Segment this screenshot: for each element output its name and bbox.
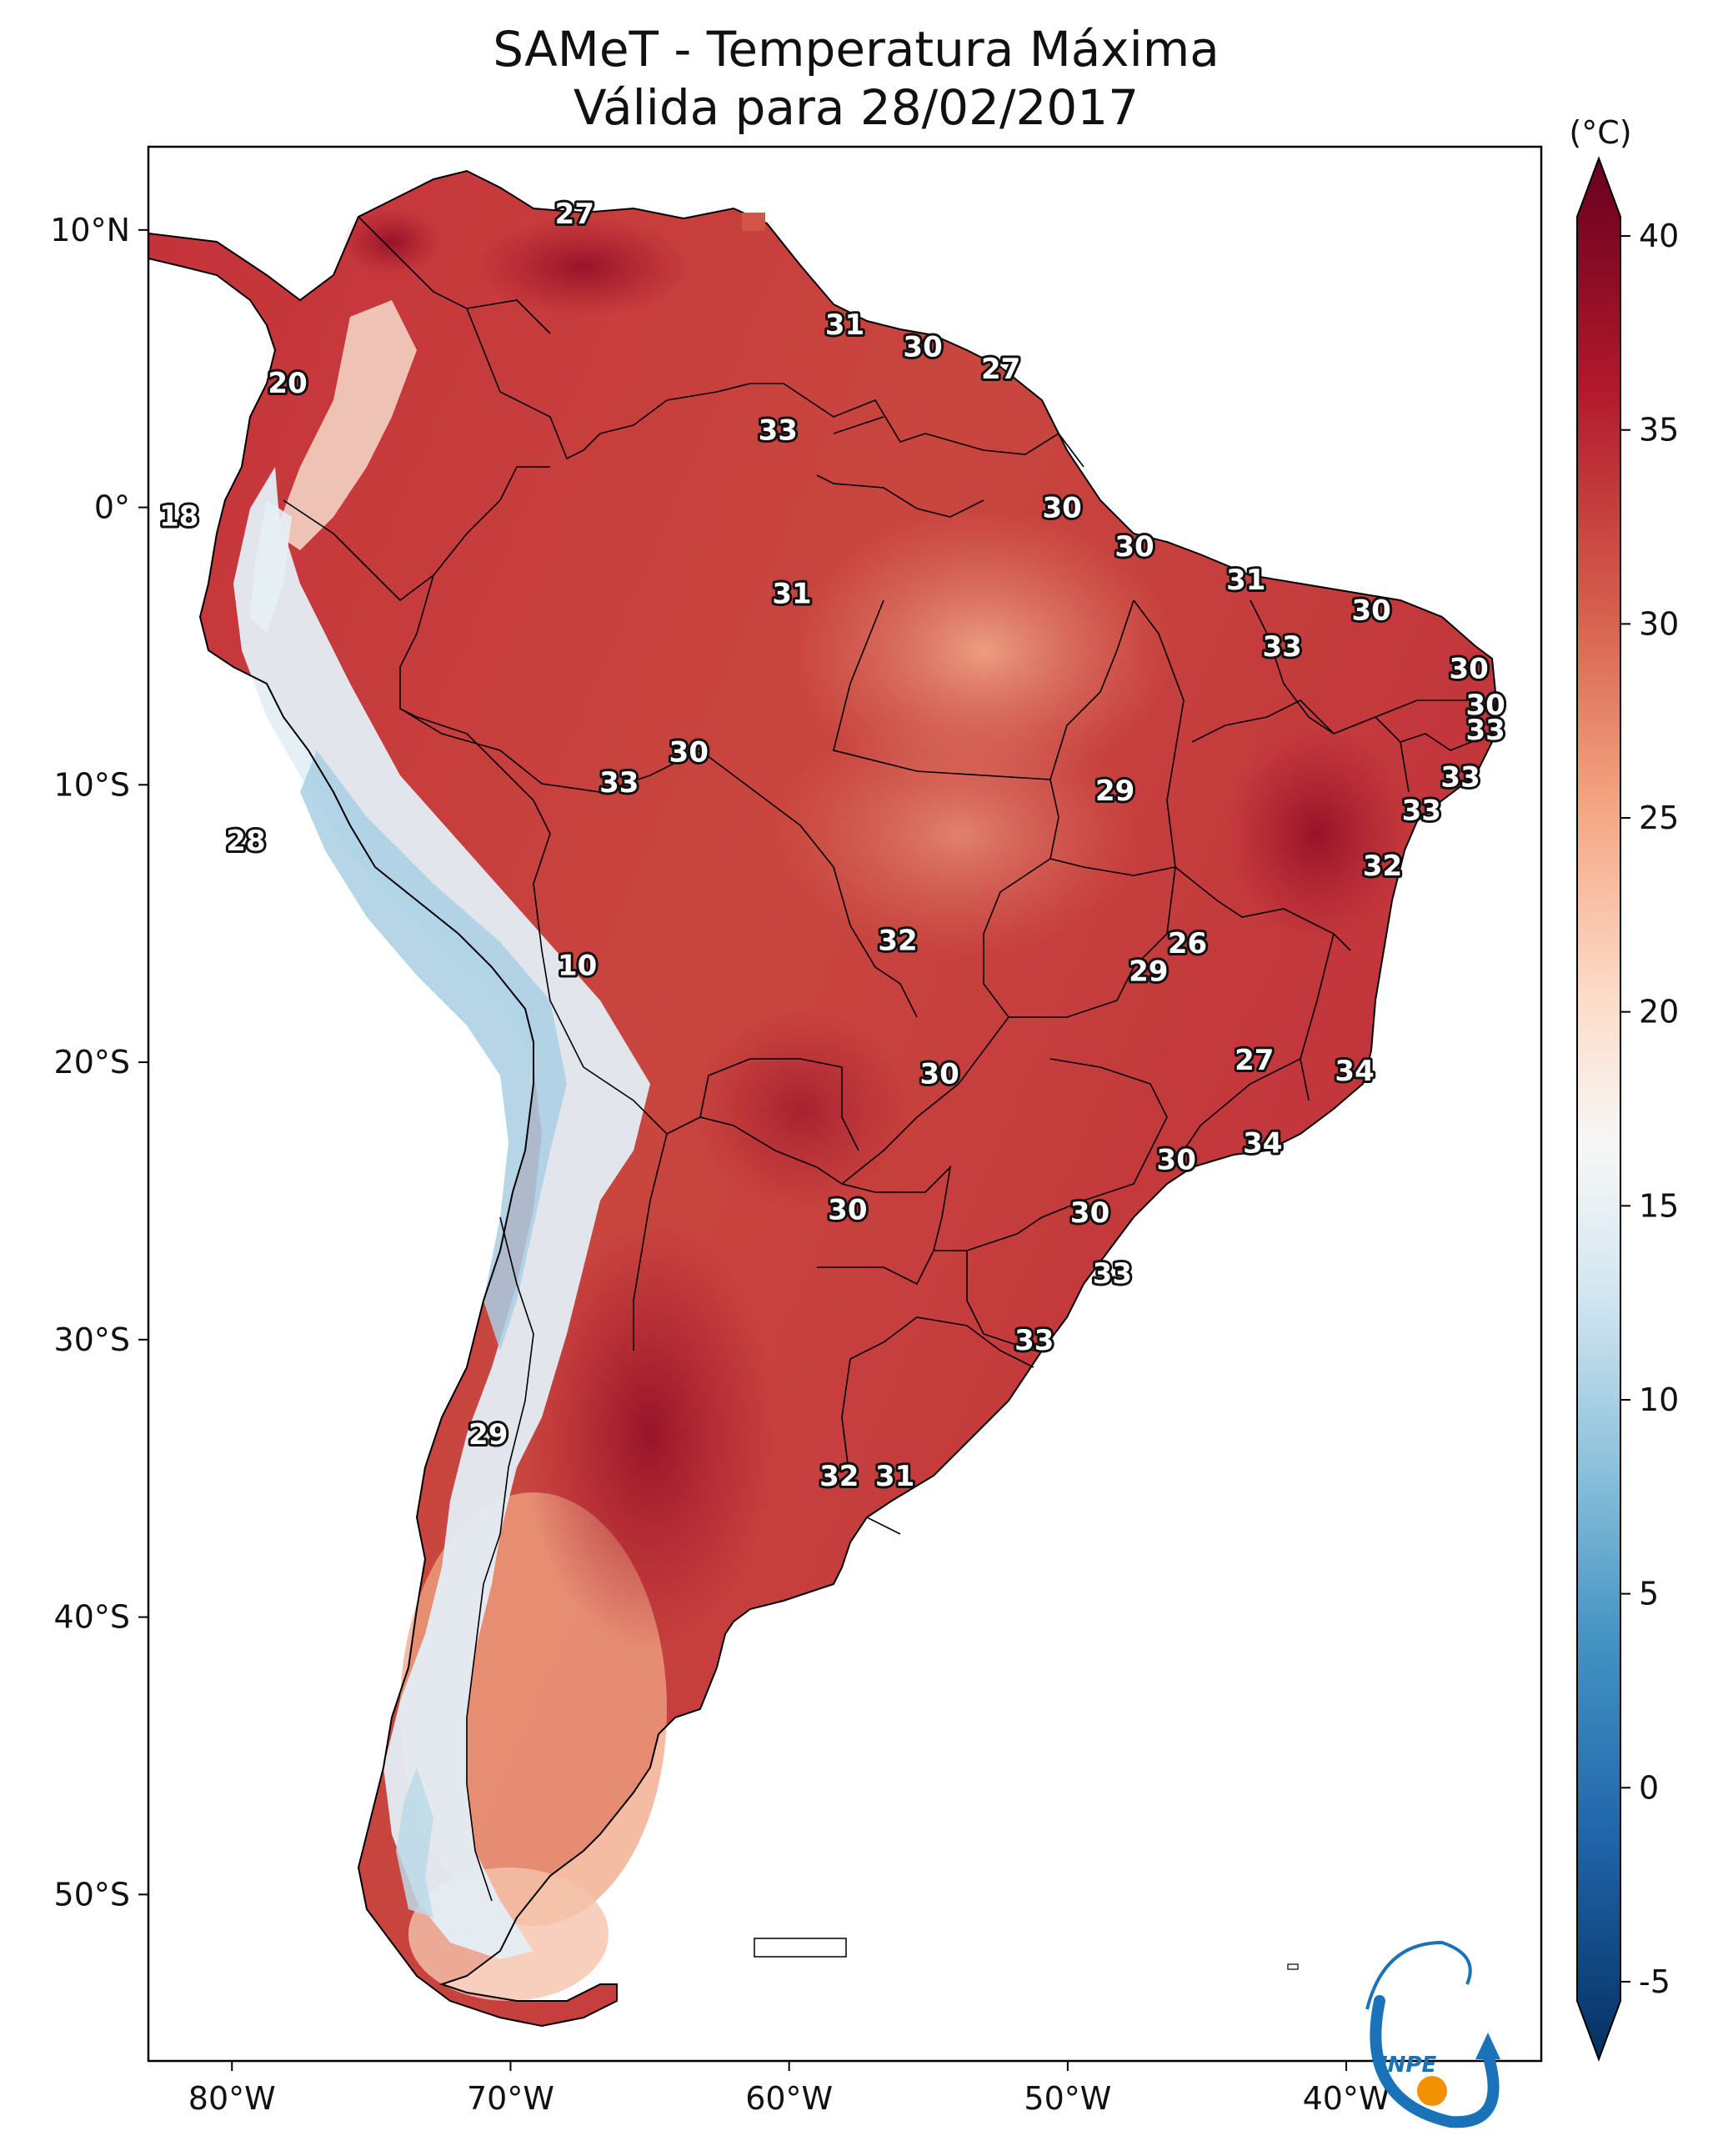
map-frame (147, 145, 1543, 2063)
station-temperature-label: 29 (1095, 775, 1134, 808)
colorbar-tick-label: -5 (1639, 1963, 1670, 2000)
station-temperature-label: 31 (1226, 564, 1265, 597)
latitude-axis: 10°N 0° 10°S 20°S 30°S 40°S 50°S (50, 212, 148, 1913)
station-temperature-label: 30 (828, 1193, 867, 1226)
map-title-line1: SAMeT - Temperatura Máxima (493, 21, 1220, 78)
station-temperature-label: 27 (981, 353, 1020, 386)
lon-tick-label: 50°W (1024, 2080, 1111, 2117)
hotspot-venezuela (475, 217, 692, 317)
inpe-logo-text: INPE (1380, 2053, 1436, 2078)
station-temperature-label: 32 (878, 925, 917, 958)
lat-tick-label: 10°N (50, 212, 130, 248)
colorbar-ticks: 40 35 30 25 20 15 10 5 0 -5 (1620, 218, 1679, 2000)
station-temperature-label: 30 (669, 735, 709, 769)
lat-tick-label: 20°S (54, 1044, 130, 1081)
station-temperature-label: 27 (1235, 1044, 1274, 1077)
station-temperature-label: 31 (825, 308, 864, 342)
inpe-logo-dot (1417, 2076, 1447, 2106)
station-temperature-label: 26 (1168, 927, 1207, 960)
hotspot-colombia (342, 208, 442, 275)
lon-tick-label: 70°W (467, 2080, 554, 2117)
station-temperature-label: 27 (555, 198, 594, 231)
station-temperature-label: 34 (1335, 1055, 1374, 1088)
station-temperature-label: 33 (1465, 714, 1505, 747)
colorbar-unit: (°C) (1569, 114, 1631, 151)
station-temperature-label: 30 (1043, 492, 1082, 525)
inpe-logo: INPE (1365, 1940, 1500, 2128)
lat-tick-label: 0° (94, 489, 130, 526)
station-temperature-label: 30 (1114, 530, 1154, 564)
station-temperature-label: 10 (558, 950, 597, 983)
ecuador-cold-band (250, 500, 292, 634)
lon-tick-label: 80°W (188, 2080, 276, 2117)
station-temperature-label: 30 (919, 1057, 959, 1091)
south-georgia (1287, 1963, 1299, 1970)
station-temperature-label: 30 (1070, 1196, 1109, 1230)
colorbar-tick-label: 20 (1639, 994, 1679, 1030)
station-temperature-label: 33 (759, 414, 798, 447)
station-temperature-label: 18 (159, 500, 198, 534)
colorbar-tick-label: 10 (1639, 1381, 1679, 1418)
station-temperature-label: 30 (903, 331, 942, 364)
altiplano-cold-core (300, 750, 567, 1351)
lon-tick-label: 40°W (1303, 2080, 1390, 2117)
station-temperature-label: 29 (1129, 955, 1168, 988)
station-temperature-label: 30 (1351, 594, 1390, 628)
cerrado-warm-zone (775, 709, 1142, 959)
lat-tick-label: 50°S (54, 1876, 130, 1913)
station-temperature-label: 30 (1157, 1144, 1196, 1177)
station-temperature-label: 32 (819, 1460, 859, 1493)
colorbar-tick-label: 5 (1639, 1576, 1659, 1612)
longitude-axis: 80°W 70°W 60°W 50°W 40°W (188, 2061, 1390, 2117)
patagonia-andes-cold (396, 1767, 433, 1918)
inpe-logo-swoosh (1370, 1995, 1500, 2128)
hotspot-argentina (525, 1217, 775, 1651)
station-temperature-label: 33 (1093, 1257, 1132, 1291)
station-temperature-label: 29 (468, 1418, 508, 1452)
colorbar-tick-label: 40 (1639, 218, 1679, 254)
lon-tick-label: 60°W (745, 2080, 833, 2117)
station-temperature-label: 33 (1263, 630, 1302, 664)
lat-tick-label: 10°S (54, 766, 130, 803)
station-temperature-label: 33 (1402, 794, 1441, 827)
colorbar-tick-label: 30 (1639, 605, 1679, 642)
lat-tick-label: 40°S (54, 1599, 130, 1636)
station-temperature-label: 31 (772, 578, 811, 611)
colorbar-tick-label: 15 (1639, 1187, 1679, 1224)
trinidad-island (742, 213, 765, 231)
station-temperature-label: 33 (599, 766, 639, 800)
station-temperature-label: 30 (1449, 653, 1488, 686)
station-temperature-label: 30 (1465, 689, 1505, 722)
station-temperature-label: 33 (1014, 1324, 1054, 1357)
hotspot-paraguay (692, 1009, 909, 1209)
colorbar-tick-label: 35 (1639, 412, 1679, 449)
colorbar: (°C) 40 35 30 25 20 15 10 5 0 -5 (1569, 114, 1679, 2062)
station-temperature-label: 32 (1363, 850, 1402, 883)
colorbar-tick-label: 0 (1639, 1769, 1659, 1806)
colorbar-bar (1576, 156, 1621, 2062)
falkland-islands (754, 1938, 847, 1958)
andes-cold-band (233, 467, 650, 1959)
coastline (148, 169, 1498, 2028)
inpe-logo-arrow (1475, 2033, 1500, 2059)
hotspot-bahia (1225, 725, 1409, 942)
station-temperature-label: 31 (875, 1460, 914, 1493)
station-temperature-label: 28 (226, 825, 265, 858)
colombia-cold-band (275, 300, 417, 550)
inpe-logo-ring (1365, 1940, 1472, 2010)
lat-tick-label: 30°S (54, 1321, 130, 1358)
country-borders (283, 216, 1493, 1902)
station-temperature-label: 20 (268, 367, 307, 400)
station-temperature-label: 33 (1440, 760, 1480, 794)
colorbar-tick-label: 25 (1639, 800, 1679, 836)
map-title-line2: Válida para 28/02/2017 (573, 79, 1139, 136)
station-temperature-label: 34 (1243, 1127, 1282, 1161)
